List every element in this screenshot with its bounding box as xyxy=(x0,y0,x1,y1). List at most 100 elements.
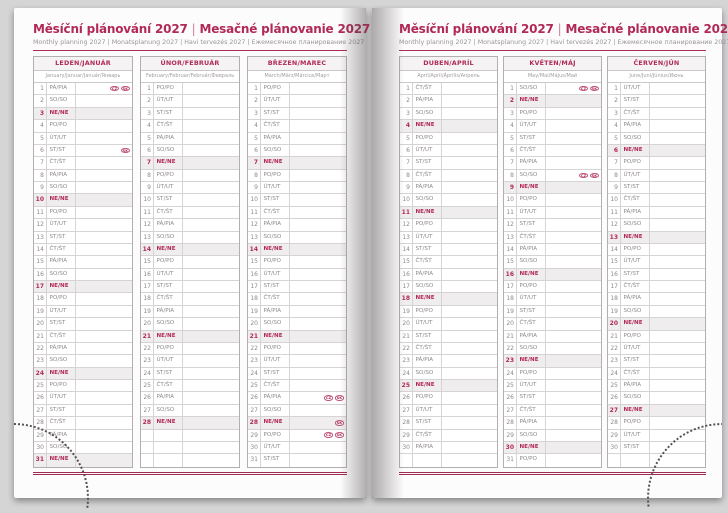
notes-cell xyxy=(76,120,132,131)
notes-cell xyxy=(183,182,239,193)
weekday-label: ČT/ŠT xyxy=(413,169,442,181)
page-title: Měsíční plánování 2027 | Mesačné plánovani… xyxy=(33,22,370,36)
notes-cell xyxy=(650,293,705,304)
day-row: 28 ST/ST xyxy=(400,417,497,430)
day-row: 26 SO/SO xyxy=(608,392,705,405)
weekday-label: NE/NE xyxy=(47,454,76,467)
notes-cell xyxy=(76,306,132,317)
day-row: 1 PÁ/PIA CZ SK xyxy=(34,83,132,96)
notes-cell xyxy=(442,442,497,453)
notes-cell xyxy=(442,182,497,193)
day-row: 16 NE/NE xyxy=(504,268,601,281)
day-number: 19 xyxy=(400,305,413,318)
weekday-label: PÁ/PIA xyxy=(413,441,442,454)
notes-cell xyxy=(76,170,132,181)
weekday-label: ČT/ŠT xyxy=(621,367,650,379)
weekday-label: SO/SO xyxy=(154,231,183,243)
day-number: 6 xyxy=(248,144,261,157)
day-number: 2 xyxy=(608,95,621,107)
day-number: 1 xyxy=(34,83,47,95)
notes-cell xyxy=(650,207,705,218)
day-number: 20 xyxy=(248,318,261,330)
notes-cell xyxy=(76,293,132,304)
weekday-label: ČT/ŠT xyxy=(47,157,76,169)
month-table: KVĚTEN/MÁJ May/Mai/Május/Май 1 SO/SO CZ SK 2… xyxy=(503,56,602,468)
day-row xyxy=(608,454,705,467)
day-number: 25 xyxy=(34,380,47,392)
notes-cell xyxy=(442,219,497,230)
day-number: 26 xyxy=(34,392,47,404)
header-rule xyxy=(399,50,706,51)
notes-cell xyxy=(442,306,497,317)
weekday-label: NE/NE xyxy=(621,231,650,243)
weekday-label: NE/NE xyxy=(154,157,183,169)
day-number: 28 xyxy=(34,417,47,429)
notes-cell xyxy=(290,269,346,280)
day-number: 27 xyxy=(400,404,413,417)
day-number: 13 xyxy=(400,231,413,243)
holiday-badge-sk-icon: SK xyxy=(120,147,130,154)
day-number: 1 xyxy=(400,83,413,95)
notes-cell xyxy=(76,256,132,267)
day-row: 12 ST/ST xyxy=(504,219,601,232)
day-row: 27 ST/ST xyxy=(34,404,132,418)
notes-cell xyxy=(650,343,705,354)
day-number: 2 xyxy=(34,95,47,107)
notes-cell xyxy=(290,207,346,218)
weekday-label: ST/ST xyxy=(261,107,290,120)
weekday-label: PO/PO xyxy=(154,169,183,181)
notes-cell xyxy=(442,157,497,168)
weekday-label: NE/NE xyxy=(517,268,546,280)
day-row: 15 ÚT/UT xyxy=(608,256,705,269)
day-row: 2 NE/NE xyxy=(504,95,601,108)
day-row: 14 NE/NE xyxy=(141,243,239,257)
day-number: 30 xyxy=(400,441,413,454)
day-number: 3 xyxy=(504,107,517,120)
notes-cell xyxy=(546,318,601,329)
day-row: 8 ÚT/UT xyxy=(608,169,705,182)
notes-cell: CZ SK xyxy=(546,170,601,181)
weekday-label: PO/PO xyxy=(261,256,290,268)
weekday-label: ÚT/UT xyxy=(621,83,650,95)
day-number: 15 xyxy=(400,256,413,268)
day-row: 24 PO/PO xyxy=(504,367,601,380)
weekday-label: ÚT/UT xyxy=(517,120,546,132)
day-number: 22 xyxy=(504,342,517,355)
day-number: 23 xyxy=(400,355,413,367)
notes-cell xyxy=(546,269,601,280)
day-row: 29 PÁ/PIA xyxy=(34,429,132,442)
weekday-label: ČT/ŠT xyxy=(261,206,290,219)
notes-cell xyxy=(290,244,346,255)
day-row: 15 ČT/ŠT xyxy=(400,256,497,269)
day-number: 18 xyxy=(141,293,154,305)
weekday-label: SO/SO xyxy=(47,441,76,454)
title-czech: Měsíční plánování 2027 xyxy=(33,22,188,36)
day-number: 14 xyxy=(141,243,154,256)
day-number xyxy=(141,441,154,454)
notes-cell xyxy=(442,145,497,156)
day-number: 12 xyxy=(141,219,154,231)
weekday-label: ÚT/UT xyxy=(413,231,442,243)
weekday-label: ST/ST xyxy=(413,417,442,429)
notes-cell xyxy=(183,293,239,304)
day-row: 7 PÁ/PIA xyxy=(504,157,601,170)
day-row: 13 SO/SO xyxy=(141,231,239,244)
day-number: 27 xyxy=(504,404,517,417)
day-number: 21 xyxy=(400,330,413,342)
day-row: 7 ST/ST xyxy=(400,157,497,170)
weekday-label: ST/ST xyxy=(154,367,183,379)
weekday-label: PÁ/PIA xyxy=(517,330,546,342)
weekday-label: NE/NE xyxy=(621,318,650,330)
day-row: 7 PO/PO xyxy=(608,157,705,170)
day-number: 9 xyxy=(141,182,154,194)
day-number: 26 xyxy=(608,392,621,404)
notes-cell xyxy=(183,417,239,428)
day-number: 29 xyxy=(608,429,621,441)
day-number: 13 xyxy=(34,231,47,243)
weekday-label: PO/PO xyxy=(413,219,442,231)
day-row: 23 ÚT/UT xyxy=(141,355,239,368)
weekday-label: PÁ/PIA xyxy=(621,293,650,305)
day-row: 19 ÚT/UT xyxy=(34,305,132,319)
day-row: 4 NE/NE xyxy=(400,120,497,133)
notes-cell xyxy=(546,194,601,205)
